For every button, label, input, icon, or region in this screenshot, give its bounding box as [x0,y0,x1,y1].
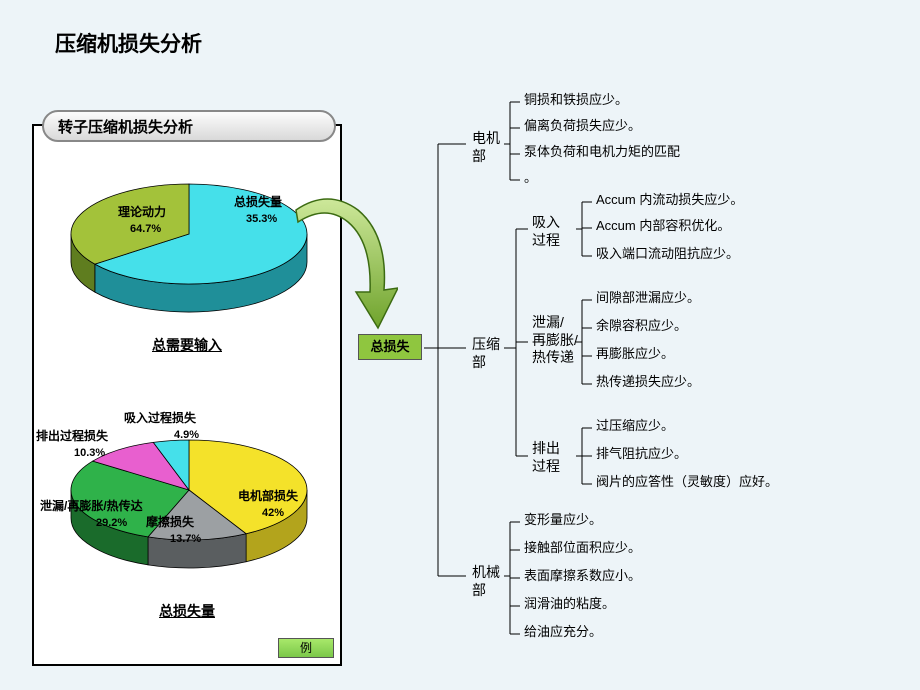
page-title: 压缩机损失分析 [55,28,202,58]
svg-text:理论动力: 理论动力 [118,204,166,219]
svg-text:13.7%: 13.7% [170,533,201,545]
branch-0-leaf-1: 偏离负荷损失应少。 [524,118,641,135]
branch-1-sub-0-leaf-1: Accum 内部容积优化。 [596,218,730,235]
legend-button[interactable]: 例 [278,638,334,658]
svg-text:泄漏/再膨胀/热传达: 泄漏/再膨胀/热传达 [40,498,143,513]
analysis-panel: 转子压缩机损失分析 理论动力64.7%总损失量35.3% 总需要输入 电机部损失… [32,124,342,666]
svg-text:64.7%: 64.7% [130,223,161,235]
branch-2-leaf-2: 表面摩擦系数应小。 [524,568,641,585]
panel-title: 转子压缩机损失分析 [42,110,336,142]
branch-1-sub-2-leaf-2: 阀片的应答性（灵敏度）应好。 [596,474,778,491]
branch-0-leaf-3: 。 [524,170,537,187]
branch-1-sub-2-leaf-1: 排气阻抗应少。 [596,446,687,463]
branch-1-sub-1-leaf-2: 再膨胀应少。 [596,346,674,363]
svg-text:42%: 42% [262,507,284,519]
pie-chart-total-loss: 电机部损失 42% 摩擦损失 13.7% 泄漏/再膨胀/热传达 29.2% 排出过程损失 10… [34,410,340,621]
pie-chart-total-input: 理论动力 64.7% 总损失量 35.3% 总需要输入 [34,154,340,355]
branch-1-sub-0: 吸入过程 [532,214,560,249]
branch-1: 压缩部 [472,336,500,371]
breakdown-tree: 电机部 铜损和铁损应少。偏离负荷损失应少。泵体负荷和电机力矩的匹配。压缩部 吸入过程… [424,86,904,666]
total-loss-badge: 总损失 [358,334,422,360]
svg-text:29.2%: 29.2% [96,517,127,529]
branch-1-sub-1: 泄漏/再膨胀/热传递 [532,314,578,367]
branch-1-sub-1-leaf-0: 间隙部泄漏应少。 [596,290,700,307]
branch-1-sub-2: 排出过程 [532,440,560,475]
svg-text:电机部损失: 电机部损失 [238,488,299,503]
svg-text:总损失量: 总损失量 [234,194,282,209]
branch-1-sub-0-leaf-2: 吸入端口流动阻抗应少。 [596,246,739,263]
pie2-caption: 总损失量 [34,601,340,621]
branch-0: 电机部 [472,130,500,165]
branch-2-leaf-0: 变形量应少。 [524,512,602,529]
pie1-caption: 总需要输入 [34,335,340,355]
branch-0-leaf-0: 铜损和铁损应少。 [524,92,628,109]
svg-text:4.9%: 4.9% [174,429,199,441]
branch-1-sub-2-leaf-0: 过压缩应少。 [596,418,674,435]
branch-2: 机械部 [472,564,500,599]
svg-text:排出过程损失: 排出过程损失 [36,428,109,443]
branch-2-leaf-3: 润滑油的粘度。 [524,596,615,613]
branch-1-sub-1-leaf-1: 余隙容积应少。 [596,318,687,335]
svg-text:吸入过程损失: 吸入过程损失 [124,410,197,425]
branch-0-leaf-2: 泵体负荷和电机力矩的匹配 [524,144,680,161]
branch-2-leaf-1: 接触部位面积应少。 [524,540,641,557]
svg-text:10.3%: 10.3% [74,447,105,459]
branch-1-sub-0-leaf-0: Accum 内流动损失应少。 [596,192,743,209]
branch-2-leaf-4: 给油应充分。 [524,624,602,641]
svg-text:35.3%: 35.3% [246,213,277,225]
svg-text:摩擦损失: 摩擦损失 [146,514,195,529]
branch-1-sub-1-leaf-3: 热传递损失应少。 [596,374,700,391]
